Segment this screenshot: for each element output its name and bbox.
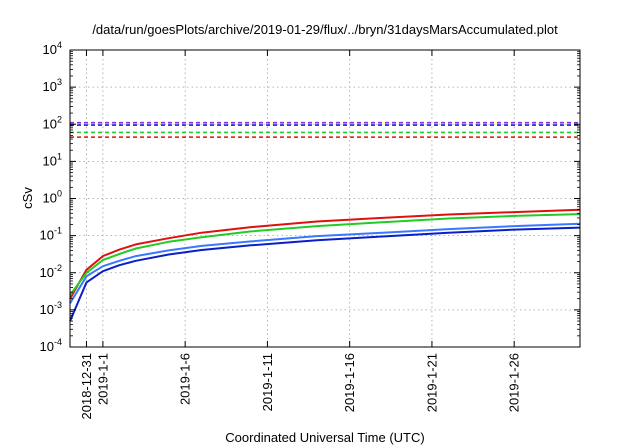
x-tick-label: 2018-12-31 bbox=[79, 353, 94, 420]
x-tick-label: 2019-1-16 bbox=[342, 353, 357, 412]
y-tick-label: 103 bbox=[43, 77, 62, 94]
x-tick-label: 2019-1-26 bbox=[507, 353, 522, 412]
grid-lines bbox=[70, 50, 580, 347]
y-axis-label: cSv bbox=[20, 187, 35, 209]
x-tick-label: 2019-1-21 bbox=[424, 353, 439, 412]
data-series bbox=[69, 208, 581, 322]
y-tick-label: 10-4 bbox=[40, 337, 62, 354]
y-tick-label: 104 bbox=[43, 40, 62, 57]
y-tick-label: 100 bbox=[43, 189, 62, 206]
series-line bbox=[69, 208, 581, 300]
series-line bbox=[69, 226, 581, 322]
series-line bbox=[69, 222, 581, 304]
threshold-lines bbox=[70, 121, 580, 138]
chart-title: /data/run/goesPlots/archive/2019-01-29/f… bbox=[92, 22, 558, 37]
series-line bbox=[69, 213, 581, 296]
x-tick-label: 2019-1-11 bbox=[260, 353, 275, 411]
x-axis-ticks: 2018-12-31 2019-1-1 2019-1-6 2019-1-11 2019-… bbox=[79, 50, 522, 420]
x-tick-label: 2019-1-6 bbox=[178, 353, 193, 405]
y-tick-label: 10-3 bbox=[40, 300, 62, 317]
y-tick-label: 101 bbox=[43, 151, 62, 168]
y-tick-label: 10-1 bbox=[40, 226, 62, 243]
y-tick-label: 10-2 bbox=[40, 263, 62, 280]
x-tick-label: 2019-1-1 bbox=[95, 353, 110, 405]
x-axis-label: Coordinated Universal Time (UTC) bbox=[225, 430, 424, 445]
y-tick-label: 102 bbox=[43, 114, 62, 131]
